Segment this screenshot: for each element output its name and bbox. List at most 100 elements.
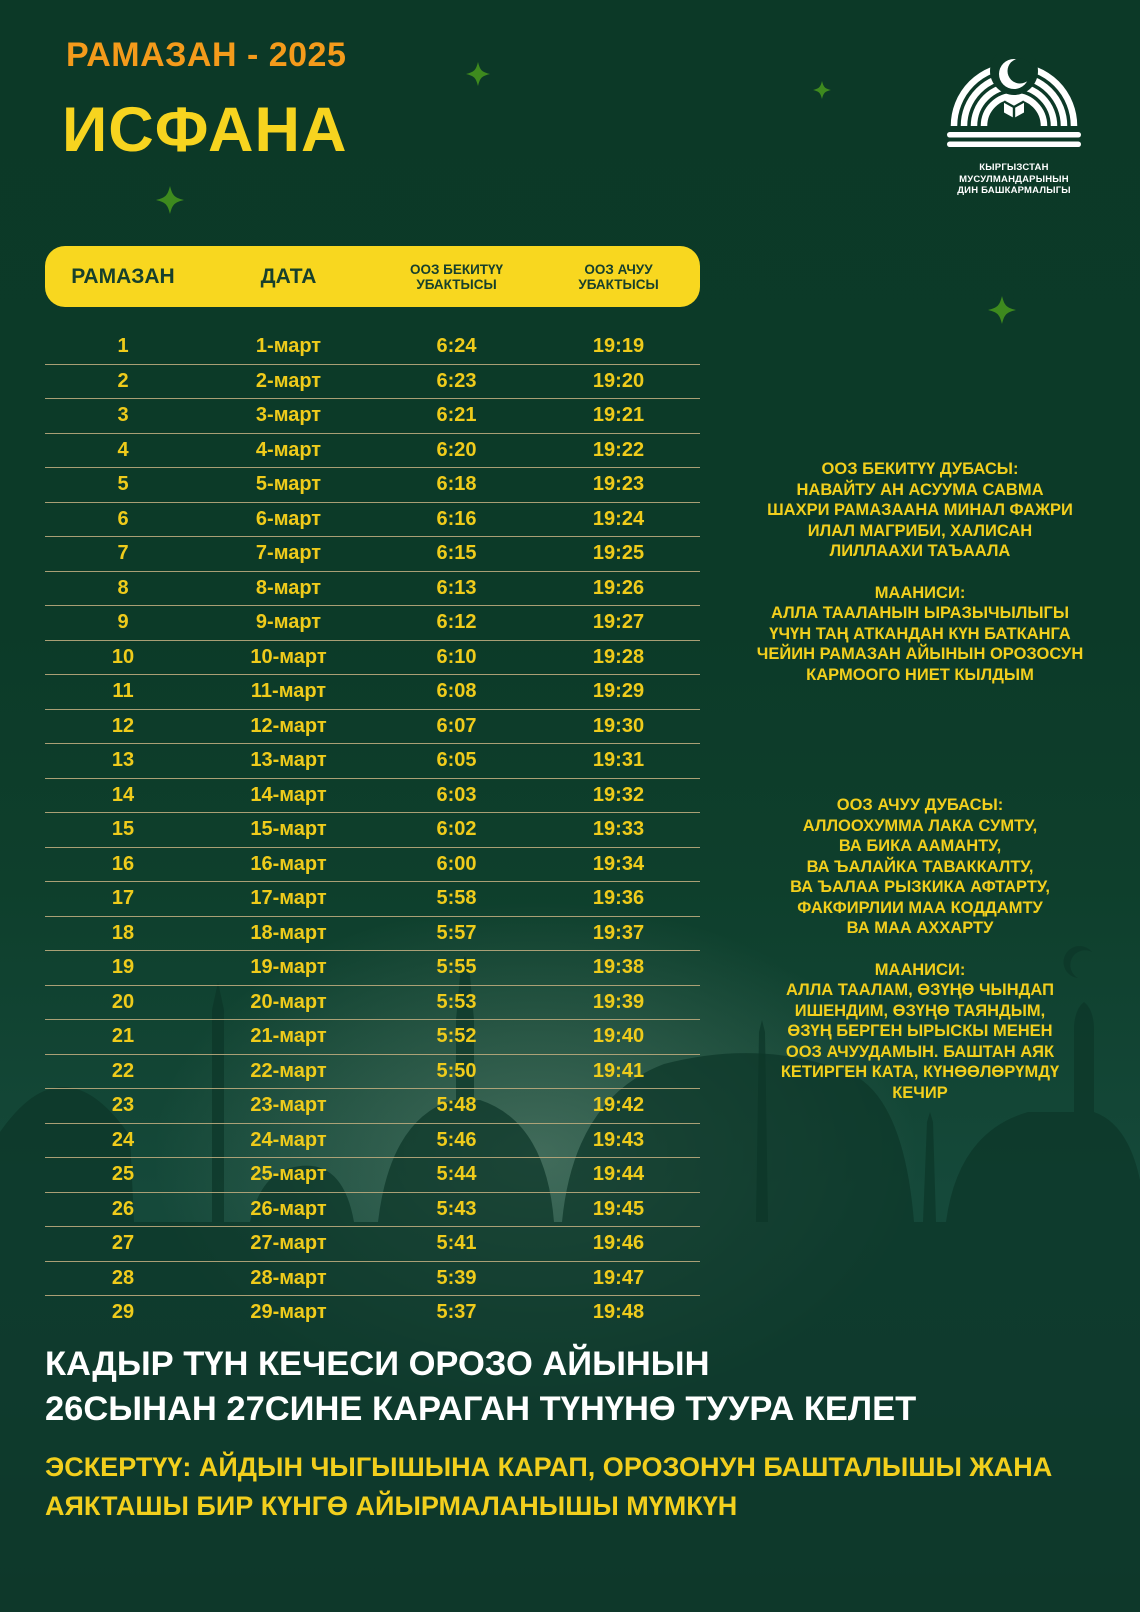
sparkle-icon xyxy=(813,81,831,99)
fasting-end-time: 19:33 xyxy=(592,818,645,841)
fasting-start-time: 5:43 xyxy=(436,1197,477,1220)
column-header: РАМАЗАН xyxy=(71,264,175,288)
dua-meaning-line: КЕЧИР xyxy=(892,1083,948,1102)
ramadan-day: 2 xyxy=(117,369,129,392)
ramadan-day: 21 xyxy=(111,1025,135,1048)
mosque-silhouette xyxy=(0,946,1140,1612)
ramadan-day: 19 xyxy=(111,956,135,979)
table-row: 12 12-март 6:07 19:30 xyxy=(45,710,700,744)
date: 18-март xyxy=(250,921,327,944)
table-row: 3 3-март 6:21 19:21 xyxy=(45,399,700,434)
ramadan-day: 15 xyxy=(111,818,135,841)
fasting-end-time: 19:20 xyxy=(592,369,645,392)
dua-meaning-line: АЛЛА ТААЛАМ, ӨЗҮҢӨ ЧЫНДАП xyxy=(786,981,1054,999)
dua-text-line: ВА МАА АХХАРТУ xyxy=(846,919,994,937)
date: 25-март xyxy=(250,1163,327,1186)
date: 4-март xyxy=(255,438,322,461)
sparkle-icon xyxy=(988,296,1016,324)
date: 5-март xyxy=(255,473,322,496)
ramadan-day: 24 xyxy=(111,1128,135,1151)
ramadan-day: 4 xyxy=(117,438,129,461)
fasting-end-time: 19:24 xyxy=(592,507,645,530)
sparkle-icon xyxy=(156,186,184,214)
fasting-end-time: 19:30 xyxy=(592,714,645,737)
qadr-night-heading: КАДЫР ТҮН КЕЧЕСИ ОРОЗО АЙЫНЫН 26СЫНАН 27… xyxy=(45,1342,1105,1432)
table-row: 19 19-март 5:55 19:38 xyxy=(45,951,700,986)
date: 29-март xyxy=(250,1301,327,1324)
ramadan-day: 20 xyxy=(111,990,135,1013)
table-row: 9 9-март 6:12 19:27 xyxy=(45,606,700,641)
table-row: 13 13-март 6:05 19:31 xyxy=(45,744,700,779)
fasting-end-time: 19:47 xyxy=(592,1266,645,1289)
fasting-start-time: 6:12 xyxy=(436,611,477,634)
fasting-start-time: 5:39 xyxy=(436,1266,477,1289)
ramadan-day: 7 xyxy=(117,542,129,565)
table-row: 10 10-март 6:10 19:28 xyxy=(45,641,700,675)
disclaimer-line1: ЭСКЕРТҮҮ: АЙДЫН ЧЫГЫШЫНА КАРАП, ОРОЗОНУН… xyxy=(45,1452,1053,1482)
table-row: 11 11-март 6:08 19:29 xyxy=(45,675,700,710)
timetable-body: 1 1-март 6:24 19:19 2 2-март 6:23 19:20 3 3-март 6… xyxy=(45,330,700,1330)
fasting-start-time: 5:48 xyxy=(436,1094,477,1117)
fasting-start-time: 6:23 xyxy=(436,369,477,392)
date: 12-март xyxy=(250,714,327,737)
date: 28-март xyxy=(250,1266,327,1289)
fasting-end-time: 19:44 xyxy=(592,1163,645,1186)
fasting-start-time: 5:55 xyxy=(436,956,477,979)
ramadan-day: 10 xyxy=(111,645,135,668)
fasting-end-time: 19:27 xyxy=(592,611,645,634)
fasting-end-time: 19:42 xyxy=(592,1094,645,1117)
fasting-start-time: 5:46 xyxy=(436,1128,477,1151)
ramadan-day: 13 xyxy=(111,749,135,772)
dua-meaning-line: ИШЕНДИМ, ӨЗҮҢӨ ТАЯНДЫМ, xyxy=(794,1001,1046,1020)
table-row: 4 4-март 6:20 19:22 xyxy=(45,434,700,468)
fasting-end-time: 19:38 xyxy=(592,956,645,979)
dua-title: ООЗ БЕКИТҮҮ ДУБАСЫ: xyxy=(821,460,1019,478)
dua-text-line: АЛЛООХУММА ЛАКА СУМТУ, xyxy=(802,816,1038,835)
date: 8-март xyxy=(255,576,322,599)
table-row: 20 20-март 5:53 19:39 xyxy=(45,986,700,1020)
fasting-start-time: 6:10 xyxy=(436,645,477,668)
fasting-end-time: 19:36 xyxy=(592,887,645,910)
fasting-end-time: 19:48 xyxy=(592,1301,645,1324)
fasting-end-time: 19:28 xyxy=(592,645,645,668)
ramadan-day: 29 xyxy=(111,1301,135,1324)
fasting-start-time: 6:13 xyxy=(436,576,477,599)
logo-caption-line2: ДИН БАШКАРМАЛЫГЫ xyxy=(957,185,1071,196)
fasting-end-time: 19:21 xyxy=(592,404,645,427)
dua-text-line: ФАКФИРЛИИ МАА КОДДАМТУ xyxy=(797,898,1043,917)
date: 1-март xyxy=(255,335,322,358)
dua-text-line: ВА ЪАЛАА РЫЗКИКА АФТАРТУ, xyxy=(790,878,1050,896)
date: 22-март xyxy=(250,1059,327,1082)
date: 27-март xyxy=(250,1232,327,1255)
fasting-start-time: 5:57 xyxy=(436,921,477,944)
date: 17-март xyxy=(250,887,327,910)
ramadan-day: 28 xyxy=(111,1266,135,1289)
table-row: 2 2-март 6:23 19:20 xyxy=(45,365,700,399)
fasting-start-time: 5:44 xyxy=(436,1163,477,1186)
ramadan-year-title: РАМАЗАН - 2025 xyxy=(66,36,347,74)
ramadan-day: 1 xyxy=(117,335,129,358)
ramadan-day: 9 xyxy=(117,611,129,634)
dua-meaning-line: ҮЧҮН ТАҢ АТКАНДАН КҮН БАТКАНГА xyxy=(769,624,1071,643)
date: 11-март xyxy=(250,680,327,703)
dua-meaning-line: КАРМООГО НИЕТ КЫЛДЫМ xyxy=(806,665,1034,684)
table-row: 28 28-март 5:39 19:47 xyxy=(45,1262,700,1296)
fasting-end-time: 19:32 xyxy=(592,783,645,806)
date: 3-март xyxy=(255,404,322,427)
table-row: 27 27-март 5:41 19:46 xyxy=(45,1227,700,1262)
ramadan-day: 27 xyxy=(111,1232,135,1255)
dua-block: ООЗ БЕКИТҮҮ ДУБАСЫ: НАВАЙТУ АН АСУУМА САВ… xyxy=(730,459,1110,685)
column-header: ООЗ АЧУУ УБАКТЫСЫ xyxy=(578,261,659,292)
dua-text-line: ЛИЛЛААХИ ТАЪААЛА xyxy=(829,542,1011,560)
ramadan-day: 16 xyxy=(111,852,135,875)
date: 19-март xyxy=(250,956,327,979)
fasting-end-time: 19:29 xyxy=(592,680,645,703)
dua-text-line: ВА ЪАЛАЙКА ТАВАККАЛТУ, xyxy=(806,857,1034,876)
date: 10-март xyxy=(250,645,327,668)
ramadan-day: 22 xyxy=(111,1059,135,1082)
fasting-start-time: 6:03 xyxy=(436,783,477,806)
date: 7-март xyxy=(255,542,322,565)
date: 2-март xyxy=(255,369,322,392)
logo-caption-line1: КЫРГЫЗСТАН МУСУЛМАНДАРЫНЫН xyxy=(959,162,1069,185)
fasting-end-time: 19:37 xyxy=(592,921,645,944)
